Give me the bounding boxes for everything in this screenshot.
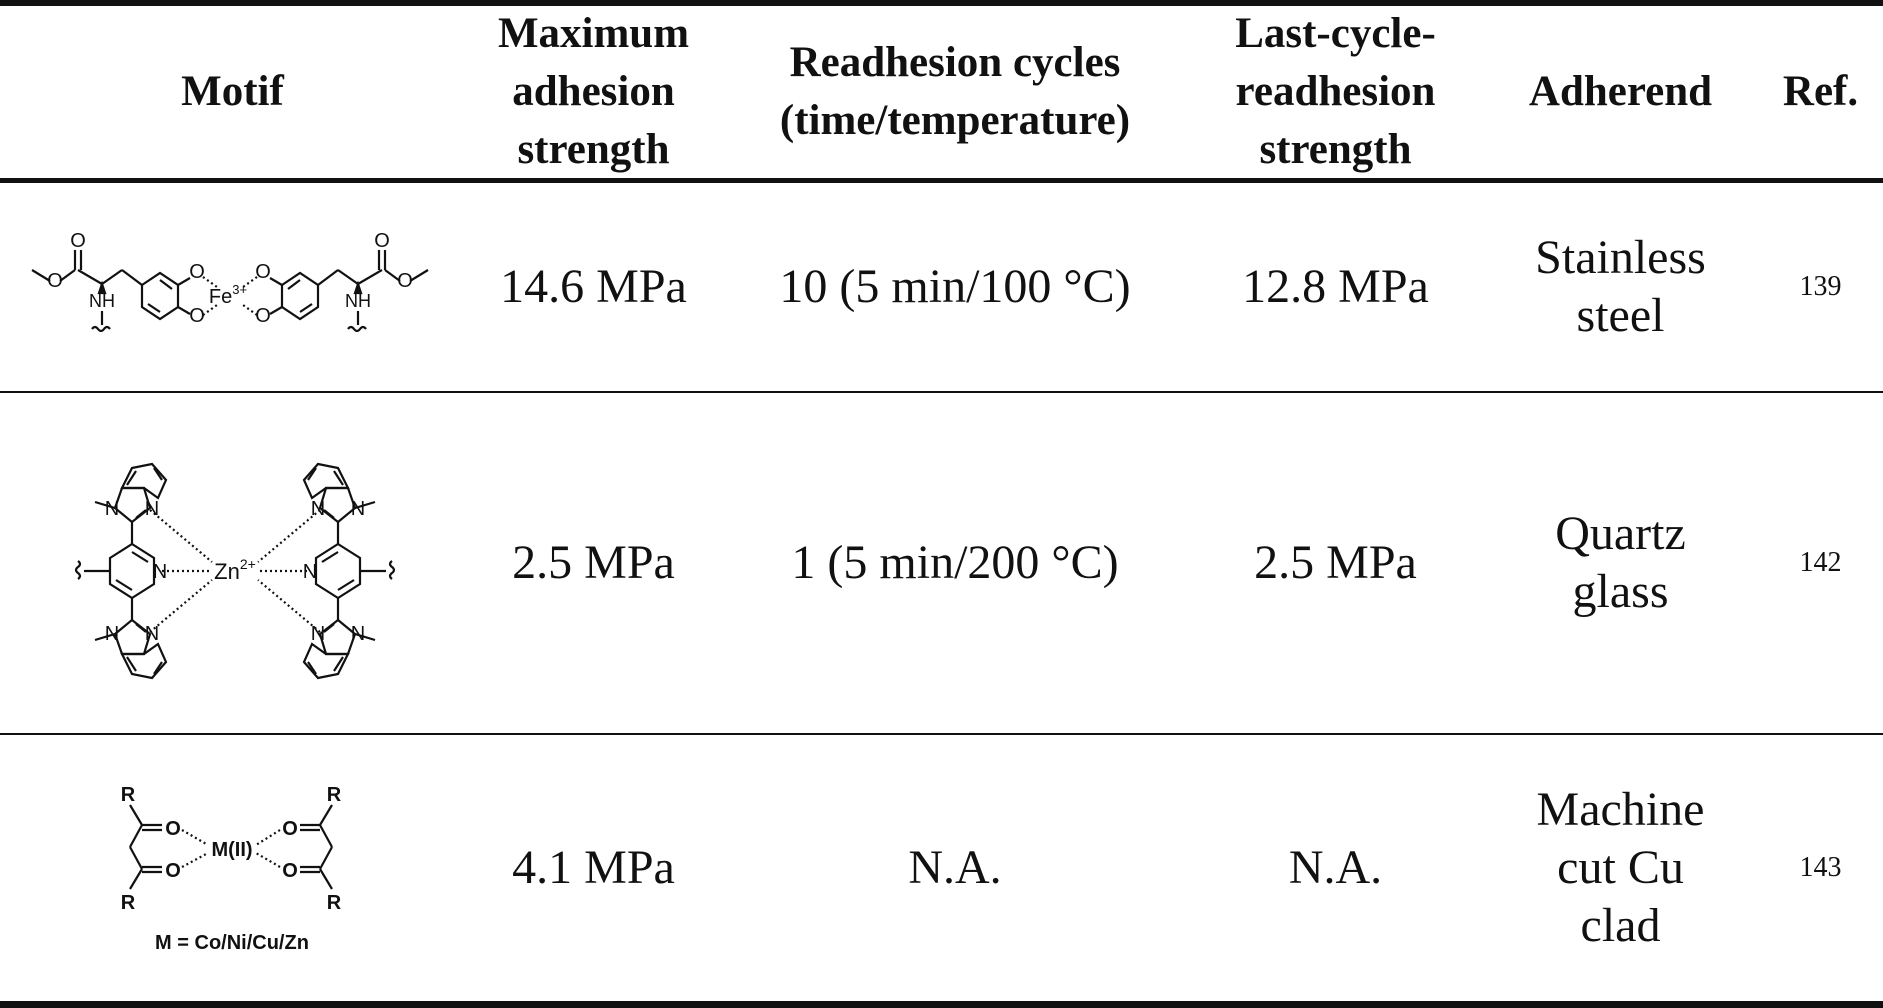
carbonyl-o-label: O bbox=[374, 230, 390, 252]
metal-ion-label: Fe3+ bbox=[209, 282, 247, 308]
nh-label: NH bbox=[89, 291, 115, 311]
metal-ion-label: Zn2+ bbox=[214, 556, 256, 584]
metal-ion-label: M(II) bbox=[211, 839, 252, 861]
imidazole-n-label: N bbox=[311, 623, 325, 645]
ref-cell: 142 bbox=[1799, 547, 1842, 579]
header-adherend: Adherend bbox=[1528, 68, 1713, 115]
ester-o-label: O bbox=[397, 270, 413, 292]
carbonyl-o-label: O bbox=[70, 230, 86, 252]
methyl-n-label: N bbox=[351, 623, 365, 645]
methyl-n-label: N bbox=[105, 623, 119, 645]
bottom-rule bbox=[0, 1001, 1883, 1008]
last-cycle-strength-cell: N.A. bbox=[1288, 841, 1383, 894]
header-ref: Ref. bbox=[1782, 68, 1859, 115]
ref-cell: 143 bbox=[1799, 852, 1842, 884]
max-strength-cell: 4.1 MPa bbox=[512, 841, 675, 894]
readhesion-cycles-cell: N.A. bbox=[908, 841, 1002, 894]
imidazole-n-label: N bbox=[145, 498, 159, 520]
oxygen-label: O bbox=[165, 860, 181, 882]
header-readhesion-cycles: Readhesion cycles (time/temperature) bbox=[779, 39, 1131, 144]
ester-o-label: O bbox=[47, 270, 63, 292]
header-motif: Motif bbox=[181, 68, 284, 115]
last-cycle-strength-cell: 12.8 MPa bbox=[1242, 260, 1429, 313]
header-last-cycle-strength: Last-cycle- readhesion strength bbox=[1235, 10, 1436, 173]
r-group-label: R bbox=[121, 784, 136, 806]
methyl-n-label: N bbox=[105, 498, 119, 520]
catechol-o-label: O bbox=[255, 305, 271, 327]
adherend-cell: Stainless steel bbox=[1535, 231, 1706, 342]
row-divider-2 bbox=[0, 733, 1883, 735]
imidazole-n-label: N bbox=[145, 623, 159, 645]
pyridine-n-label: N bbox=[153, 561, 167, 583]
row-divider-1 bbox=[0, 391, 1883, 393]
methyl-n-label: N bbox=[351, 498, 365, 520]
last-cycle-strength-cell: 2.5 MPa bbox=[1254, 536, 1417, 589]
r-group-label: R bbox=[327, 784, 342, 806]
motif-metal-acac-structure: R R R R O O O O M(II) M = Co/Ni/Cu/Zn bbox=[121, 784, 342, 954]
motif-fe-catechol-structure: O O NH O O Fe3+ O O NH O O bbox=[31, 230, 429, 333]
readhesion-cycles-cell: 10 (5 min/100 °C) bbox=[779, 260, 1131, 313]
oxygen-label: O bbox=[282, 818, 298, 840]
oxygen-label: O bbox=[165, 818, 181, 840]
r-group-label: R bbox=[121, 892, 136, 914]
header-rule bbox=[0, 178, 1883, 183]
imidazole-n-label: N bbox=[311, 498, 325, 520]
readhesion-cycles-cell: 1 (5 min/200 °C) bbox=[791, 536, 1119, 589]
oxygen-label: O bbox=[282, 860, 298, 882]
metal-caption: M = Co/Ni/Cu/Zn bbox=[155, 932, 309, 954]
catechol-o-label: O bbox=[189, 261, 205, 283]
max-strength-cell: 2.5 MPa bbox=[512, 536, 675, 589]
r-group-label: R bbox=[327, 892, 342, 914]
top-rule bbox=[0, 0, 1883, 6]
adherend-cell: Quartz glass bbox=[1555, 507, 1686, 618]
ref-cell: 139 bbox=[1799, 271, 1842, 303]
catechol-o-label: O bbox=[255, 261, 271, 283]
adherend-cell: Machine cut Cu clad bbox=[1536, 783, 1705, 952]
header-max-strength: Maximum adhesion strength bbox=[497, 10, 690, 173]
nh-label: NH bbox=[345, 291, 371, 311]
max-strength-cell: 14.6 MPa bbox=[500, 260, 687, 313]
motif-zn-bis-benzimidazolylpyridine-structure: N N N N N Zn2+ N N N N N bbox=[74, 462, 396, 680]
pyridine-n-label: N bbox=[303, 561, 317, 583]
catechol-o-label: O bbox=[189, 305, 205, 327]
